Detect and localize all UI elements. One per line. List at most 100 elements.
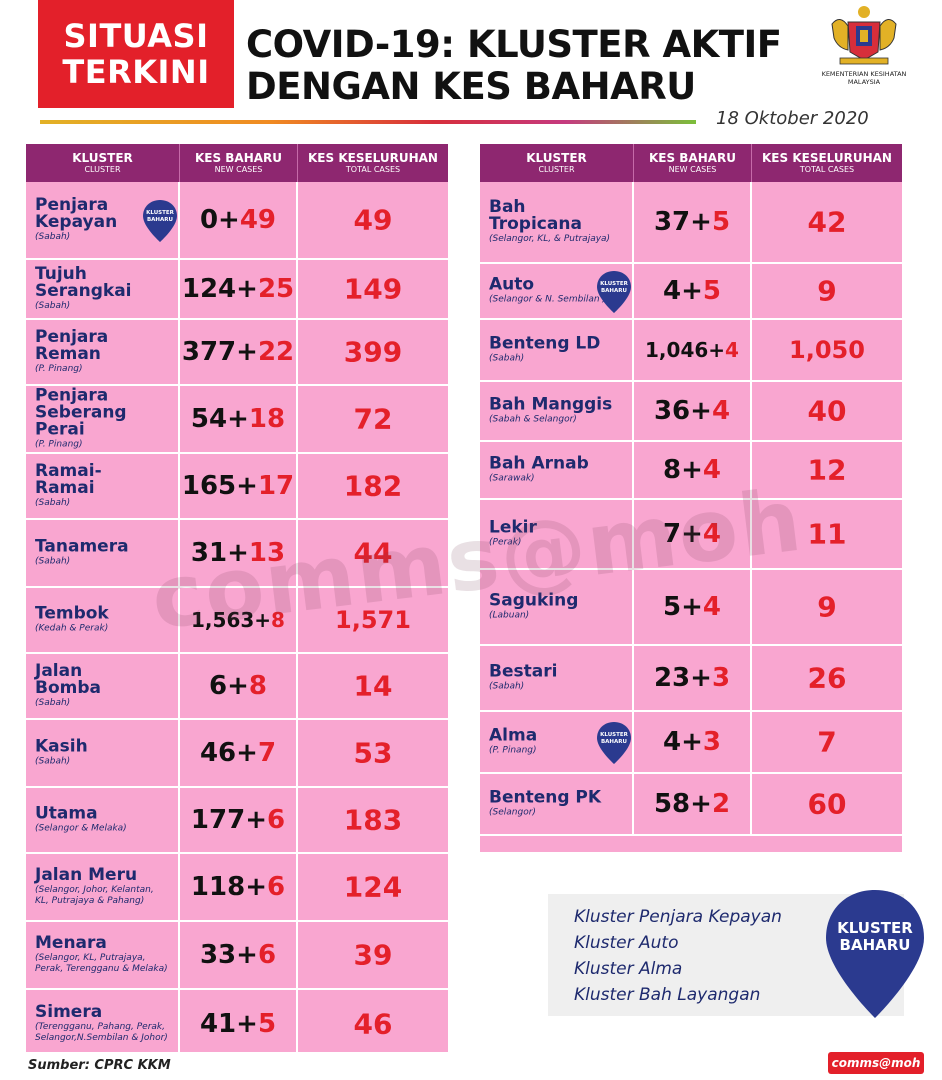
total-cases-value: 399 [343, 335, 403, 369]
new-cases-value: 41+5 [180, 1009, 296, 1039]
new-cases-value: 46+7 [180, 738, 296, 768]
pin-label-line-2: BAHARU [839, 936, 911, 954]
table-row: Simera (Terengganu, Pahang, Perak, Selang… [26, 990, 448, 1060]
total-cases-cell: 1,571 [298, 588, 448, 652]
total-cases-cell: 26 [752, 646, 902, 710]
page-title: COVID-19: KLUSTER AKTIF DENGAN KES BAHAR… [246, 24, 816, 108]
cluster-name-block: Bah Arnab (Sarawak) [489, 455, 589, 485]
total-cases-value: 183 [343, 803, 403, 837]
cluster-name: Tujuh Serangkai [35, 264, 132, 301]
cluster-location: (Sabah) [35, 232, 71, 242]
column-header-cluster: KLUSTER CLUSTER [26, 144, 180, 182]
cluster-name: Saguking [489, 590, 579, 611]
cluster-location: (Sabah) [35, 556, 71, 567]
new-cases-value: 33+6 [180, 940, 296, 970]
badge-line-1: SITUASI [63, 17, 209, 55]
new-cases-cell: 177+6 [180, 788, 298, 852]
cluster-location: (Selangor, Johor, Kelantan, KL, Putrajay… [35, 885, 154, 906]
cluster-name-block: Bah Tropicana (Selangor, KL, & Putrajaya) [489, 199, 610, 245]
cluster-name: Penjara Seberang Perai [35, 385, 127, 440]
new-cases-previous: 165+ [181, 471, 258, 501]
cluster-location: (P. Pinang) [35, 364, 83, 374]
cluster-cell: Benteng PK (Selangor) [480, 774, 634, 834]
new-cases-previous: 41+ [199, 1009, 258, 1039]
column-header-cluster: KLUSTER CLUSTER [480, 144, 634, 182]
new-cases-added: 4 [725, 338, 739, 362]
new-cases-added: 3 [702, 727, 721, 757]
total-cases-cell: 14 [298, 654, 448, 718]
new-cases-value: 118+6 [180, 872, 296, 902]
cluster-name-block: Alma (P. Pinang) [489, 727, 537, 757]
table-row: Bah Arnab (Sarawak) 8+4 12 [480, 442, 902, 500]
total-cases-value: 1,571 [335, 606, 411, 634]
cluster-location: (Terengganu, Pahang, Perak, Selangor,N.S… [35, 1022, 168, 1043]
total-cases-value: 44 [353, 536, 393, 570]
new-cases-value: 165+17 [180, 471, 296, 501]
column-header-cluster-label: KLUSTER [72, 151, 133, 165]
new-cases-cell: 37+5 [634, 182, 752, 262]
cluster-cell: Saguking (Labuan) [480, 570, 634, 644]
total-cases-cell: 7 [752, 712, 902, 772]
total-cases-value: 11 [807, 517, 847, 551]
cluster-cell: Bah Arnab (Sarawak) [480, 442, 634, 498]
table-row: Bah Manggis (Sabah & Selangor) 36+4 40 [480, 382, 902, 442]
cluster-location: (Sarawak) [489, 473, 535, 484]
cluster-name: Ramai- Ramai [35, 461, 102, 498]
cluster-location: (Sabah) [35, 756, 71, 767]
cluster-cell: Bah Manggis (Sabah & Selangor) [480, 382, 634, 440]
cluster-cell: Penjara Reman (P. Pinang) [26, 320, 180, 384]
table-row: Alma (P. Pinang) KLUSTER BAHARU 4+3 7 [480, 712, 902, 774]
cluster-location: (Sabah) [35, 698, 71, 708]
cluster-name: Jalan Bomba [35, 661, 101, 698]
total-cases-value: 53 [353, 736, 393, 770]
total-cases-value: 124 [343, 870, 403, 904]
new-cases-previous: 33+ [199, 940, 258, 970]
new-cases-previous: 54+ [190, 404, 249, 434]
cluster-name-block: Auto (Selangor & N. Sembilan ) [489, 276, 606, 306]
cluster-name: Penjara Reman [35, 327, 109, 364]
cluster-table-left: KLUSTER CLUSTER KES BAHARU NEW CASES KES… [26, 144, 448, 1060]
new-cases-added: 4 [702, 455, 721, 485]
new-cases-added: 8 [248, 671, 267, 701]
column-header-new-cases-label: KES BAHARU [194, 151, 283, 165]
kluster-baharu-pin-label: KLUSTER BAHARU [822, 920, 928, 954]
new-cases-added: 7 [257, 738, 277, 768]
total-cases-cell: 42 [752, 182, 902, 262]
column-header-cluster-sublabel: CLUSTER [538, 165, 575, 174]
cluster-name: Menara [35, 933, 107, 953]
cluster-name-block: Bah Manggis (Sabah & Selangor) [489, 396, 612, 426]
new-cases-value: 37+5 [634, 207, 750, 237]
pin-label: BAHARU [601, 288, 627, 294]
new-cases-cell: 31+13 [180, 520, 298, 586]
new-cases-previous: 5+ [663, 592, 703, 622]
new-cases-added: 2 [711, 789, 731, 819]
table-row: Tujuh Serangkai (Sabah) 124+25 149 [26, 260, 448, 320]
total-cases-value: 39 [353, 938, 393, 972]
new-cases-previous: 36+ [653, 396, 712, 426]
pin-label: BAHARU [147, 217, 173, 223]
total-cases-value: 60 [807, 787, 847, 821]
total-cases-cell: 9 [752, 264, 902, 318]
total-cases-cell: 399 [298, 320, 448, 384]
total-cases-value: 1,050 [789, 336, 865, 364]
ministry-line-1: KEMENTERIAN KESIHATAN [821, 70, 907, 78]
new-cases-cell: 124+25 [180, 260, 298, 318]
new-cases-cell: 41+5 [180, 990, 298, 1058]
table-row: Lekir (Perak) 7+4 11 [480, 500, 902, 570]
badge-line-2: TERKINI [62, 53, 210, 91]
cluster-name-block: Benteng LD (Sabah) [489, 335, 600, 365]
table-row: Bah Tropicana (Selangor, KL, & Putrajaya)… [480, 182, 902, 264]
legend-list: Kluster Penjara Kepayan Kluster Auto Klu… [574, 904, 782, 1008]
legend-item: Kluster Alma [574, 959, 683, 979]
source-note: Sumber: CPRC KKM [28, 1058, 171, 1073]
new-cases-cell: 46+7 [180, 720, 298, 786]
column-header-new-cases: KES BAHARU NEW CASES [180, 144, 298, 182]
cluster-location: (Sabah) [35, 301, 71, 311]
new-cases-previous: 1,563+ [191, 608, 272, 632]
total-cases-cell: 72 [298, 386, 448, 452]
cluster-name-block: Kasih (Sabah) [35, 738, 88, 768]
new-cases-cell: 33+6 [180, 922, 298, 988]
new-cases-cell: 1,046+4 [634, 320, 752, 380]
